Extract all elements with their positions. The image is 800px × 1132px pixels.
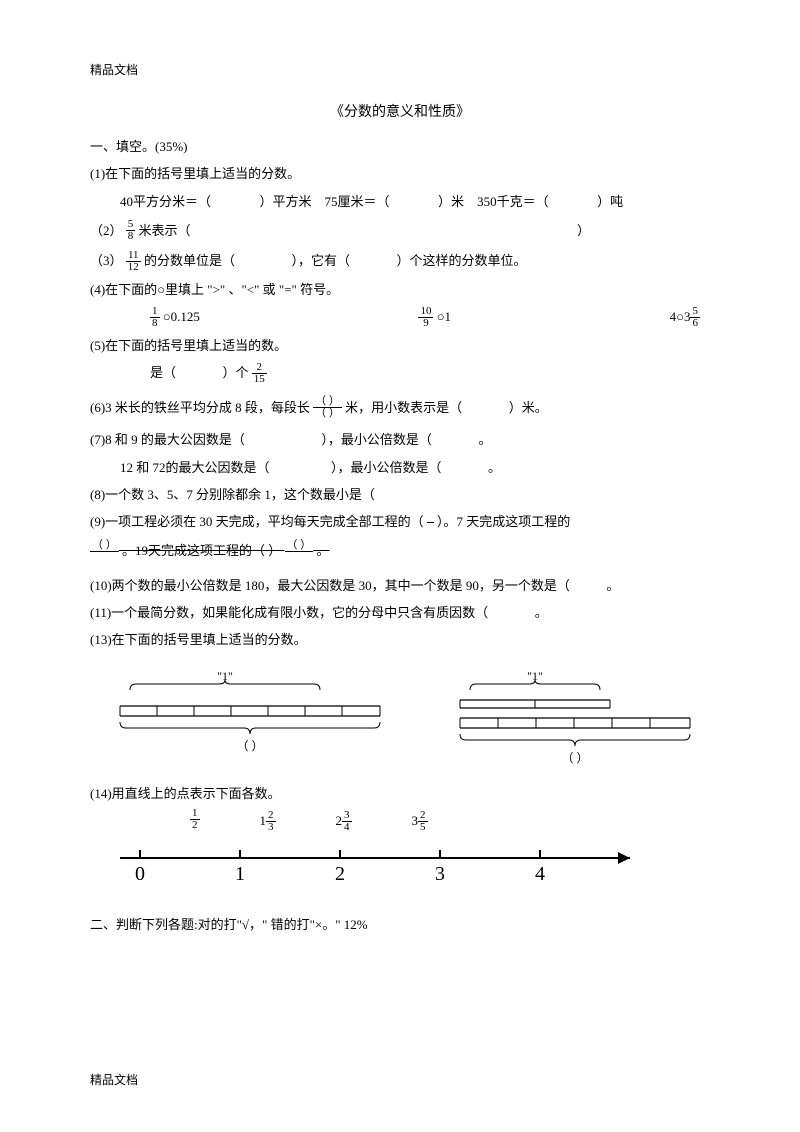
doc-footer: 精品文档 [90, 1070, 138, 1092]
q1-a: 40平方分米＝（ [120, 194, 211, 209]
tick-0: 0 [135, 863, 145, 885]
q3-a: 的分数单位是（ [144, 253, 235, 268]
q1-a2: ）平方米 [260, 194, 312, 209]
blank-left: （ ） [236, 739, 263, 753]
q6-b: 米，用小数表示是（ [345, 400, 462, 415]
blank-right: （ ） [561, 751, 588, 765]
q14-f2: 123 [260, 809, 276, 834]
q2-pre: （2） [90, 223, 123, 238]
brace-top-right [470, 680, 600, 690]
q13-diagram: "1" （ ） "1" （ ） [90, 668, 710, 778]
q14-fracs: 12 123 234 325 [90, 809, 710, 834]
q9-l1: (9)一项工程必须在 30 天完成，平均每天完成全部工程的（ ）。7 天完成这项… [90, 510, 710, 535]
q7-l1: (7)8 和 9 的最大公因数是（ ），最小公倍数是（ 。 [90, 428, 710, 451]
q1-b2: ）米 [438, 194, 464, 209]
q9-l2: （ ） 。19天完成这项工程的（ ） （ ） 。 [90, 539, 710, 564]
brace-top-left [130, 680, 320, 690]
q5-a: 是（ [150, 365, 176, 380]
q5-label: (5)在下面的括号里填上适当的数。 [90, 334, 710, 357]
q3-c: ）个这样的分数单位。 [397, 253, 527, 268]
q5-b: ）个 [223, 365, 252, 380]
doc-header: 精品文档 [90, 60, 710, 82]
tick-2: 2 [335, 863, 345, 885]
brace-bottom-right [460, 734, 690, 746]
q6-a: (6)3 米长的铁丝平均分成 8 段，每段长 [90, 400, 313, 415]
q13-label: (13)在下面的括号里填上适当的分数。 [90, 628, 710, 651]
q4-label: (4)在下面的○里填上 ">" 、"<" 或 "=" 符号。 [90, 278, 710, 301]
q2-end: ） [577, 223, 590, 238]
q4-item2: 109 ○1 [418, 305, 451, 330]
q9-frac3: （ ） [285, 540, 314, 563]
q8: (8)一个数 3、5、7 分别除都余 1，这个数最小是（ [90, 483, 710, 506]
q1-body: 40平方分米＝（ ）平方米 75厘米＝（ ）米 350千克＝（ ）吨 [90, 190, 710, 213]
number-line: 0 1 2 3 4 [90, 838, 710, 893]
q2-mid: 米表示（ [139, 223, 191, 238]
q14-f3: 234 [336, 809, 352, 834]
q3: （3） 1112 的分数单位是（ ），它有（ ）个这样的分数单位。 [90, 249, 710, 274]
q7-l2: 12 和 72的最大公因数是（ ），最小公倍数是（ 。 [90, 456, 710, 479]
ruler-ticks-right [460, 718, 690, 728]
section-1-heading: 一、填空。(35%) [90, 135, 710, 158]
q9-frac1 [427, 511, 434, 534]
q4-item1: 18 ○0.125 [150, 305, 200, 330]
q10: (10)两个数的最小公倍数是 180，最大公因数是 30，其中一个数是 90，另… [90, 574, 710, 597]
q3-frac: 1112 [126, 250, 141, 273]
q4-body: 18 ○0.125 109 ○1 4○356 [90, 305, 710, 330]
q14-label: (14)用直线上的点表示下面各数。 [90, 782, 710, 805]
section-2-heading: 二、判断下列各题:对的打"√，" 错的打"×。" 12% [90, 913, 710, 936]
q3-b: ），它有（ [292, 253, 351, 268]
q1-b: 75厘米＝（ [325, 194, 390, 209]
q14-f1: 12 [190, 808, 200, 833]
q3-pre: （3） [90, 253, 123, 268]
q2: （2） 58 米表示（ ） [90, 219, 710, 244]
q5-body: 是（ ）个 215 [90, 361, 710, 386]
q6-frac: （ ）（ ） [313, 396, 342, 419]
tick-4: 4 [535, 863, 545, 885]
tick-1: 1 [235, 863, 245, 885]
q11: (11)一个最简分数，如果能化成有限小数，它的分母中只含有质因数（ 。 [90, 601, 710, 624]
q1-c2: ）吨 [597, 194, 623, 209]
q6-c: ）米。 [509, 400, 548, 415]
q1-c: 350千克＝（ [477, 194, 549, 209]
brace-bottom-left [120, 722, 380, 734]
q5-frac: 215 [252, 362, 267, 385]
q2-frac: 58 [126, 219, 136, 242]
q4-item3: 4○356 [670, 305, 700, 330]
q6: (6)3 米长的铁丝平均分成 8 段，每段长 （ ）（ ） 米，用小数表示是（ … [90, 396, 710, 421]
q14-f4: 325 [412, 809, 428, 834]
q1-label: (1)在下面的括号里填上适当的分数。 [90, 162, 710, 185]
q9-frac2: （ ） [90, 540, 119, 563]
tick-3: 3 [435, 863, 445, 885]
ruler-ticks-left [120, 706, 380, 716]
page-title: 《分数的意义和性质》 [90, 100, 710, 125]
